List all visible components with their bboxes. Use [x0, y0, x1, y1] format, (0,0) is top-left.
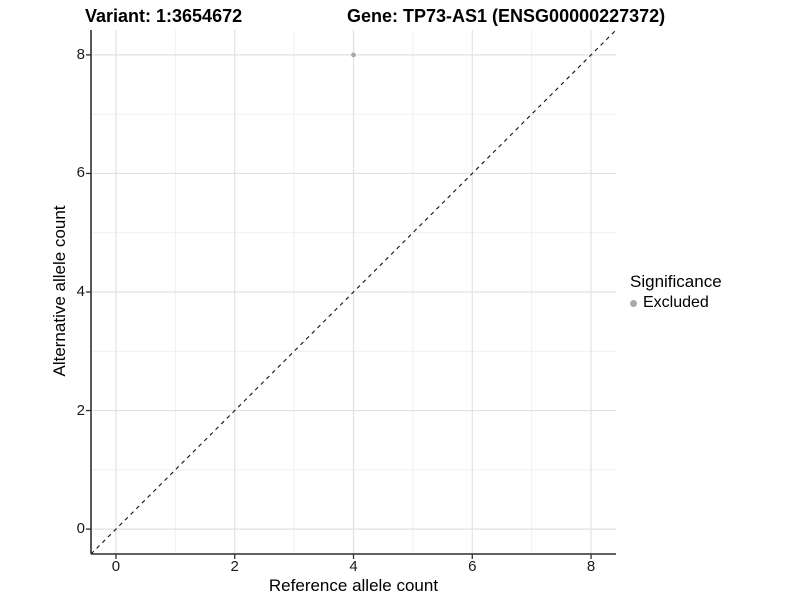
x-tick-label: 0: [111, 558, 121, 575]
plot-panel: [86, 29, 617, 559]
y-tick-label: 0: [76, 520, 85, 538]
x-tick-label: 6: [468, 558, 477, 575]
x-tick-label: 8: [586, 558, 596, 575]
x-tick-label: 2: [230, 558, 239, 575]
x-tick-label: 4: [349, 558, 358, 575]
data-points: [351, 52, 356, 58]
plot-title-variant: Variant: 1:3654672: [85, 6, 243, 26]
legend-item-label: Excluded: [643, 294, 709, 311]
identity-dashed-line: [90, 29, 617, 555]
legend: Significance Excluded: [630, 272, 722, 312]
identity-line: [90, 29, 617, 555]
legend-title: Significance: [630, 272, 722, 291]
plot-title-gene: Gene: TP73-AS1 (ENSG00000227372): [347, 6, 666, 26]
y-tick-label: 6: [76, 164, 85, 182]
y-axis-title: Alternative allele count: [50, 205, 69, 377]
legend-point-icon: [630, 299, 637, 307]
x-axis-title: Reference allele count: [268, 576, 439, 595]
data-point: [351, 52, 356, 58]
y-tick-label: 8: [76, 45, 85, 63]
y-tick-label: 2: [76, 401, 85, 419]
legend-item-excluded: Excluded: [630, 294, 722, 312]
y-tick-label: 4: [76, 283, 85, 300]
axis-tick-marks: [86, 54, 592, 559]
